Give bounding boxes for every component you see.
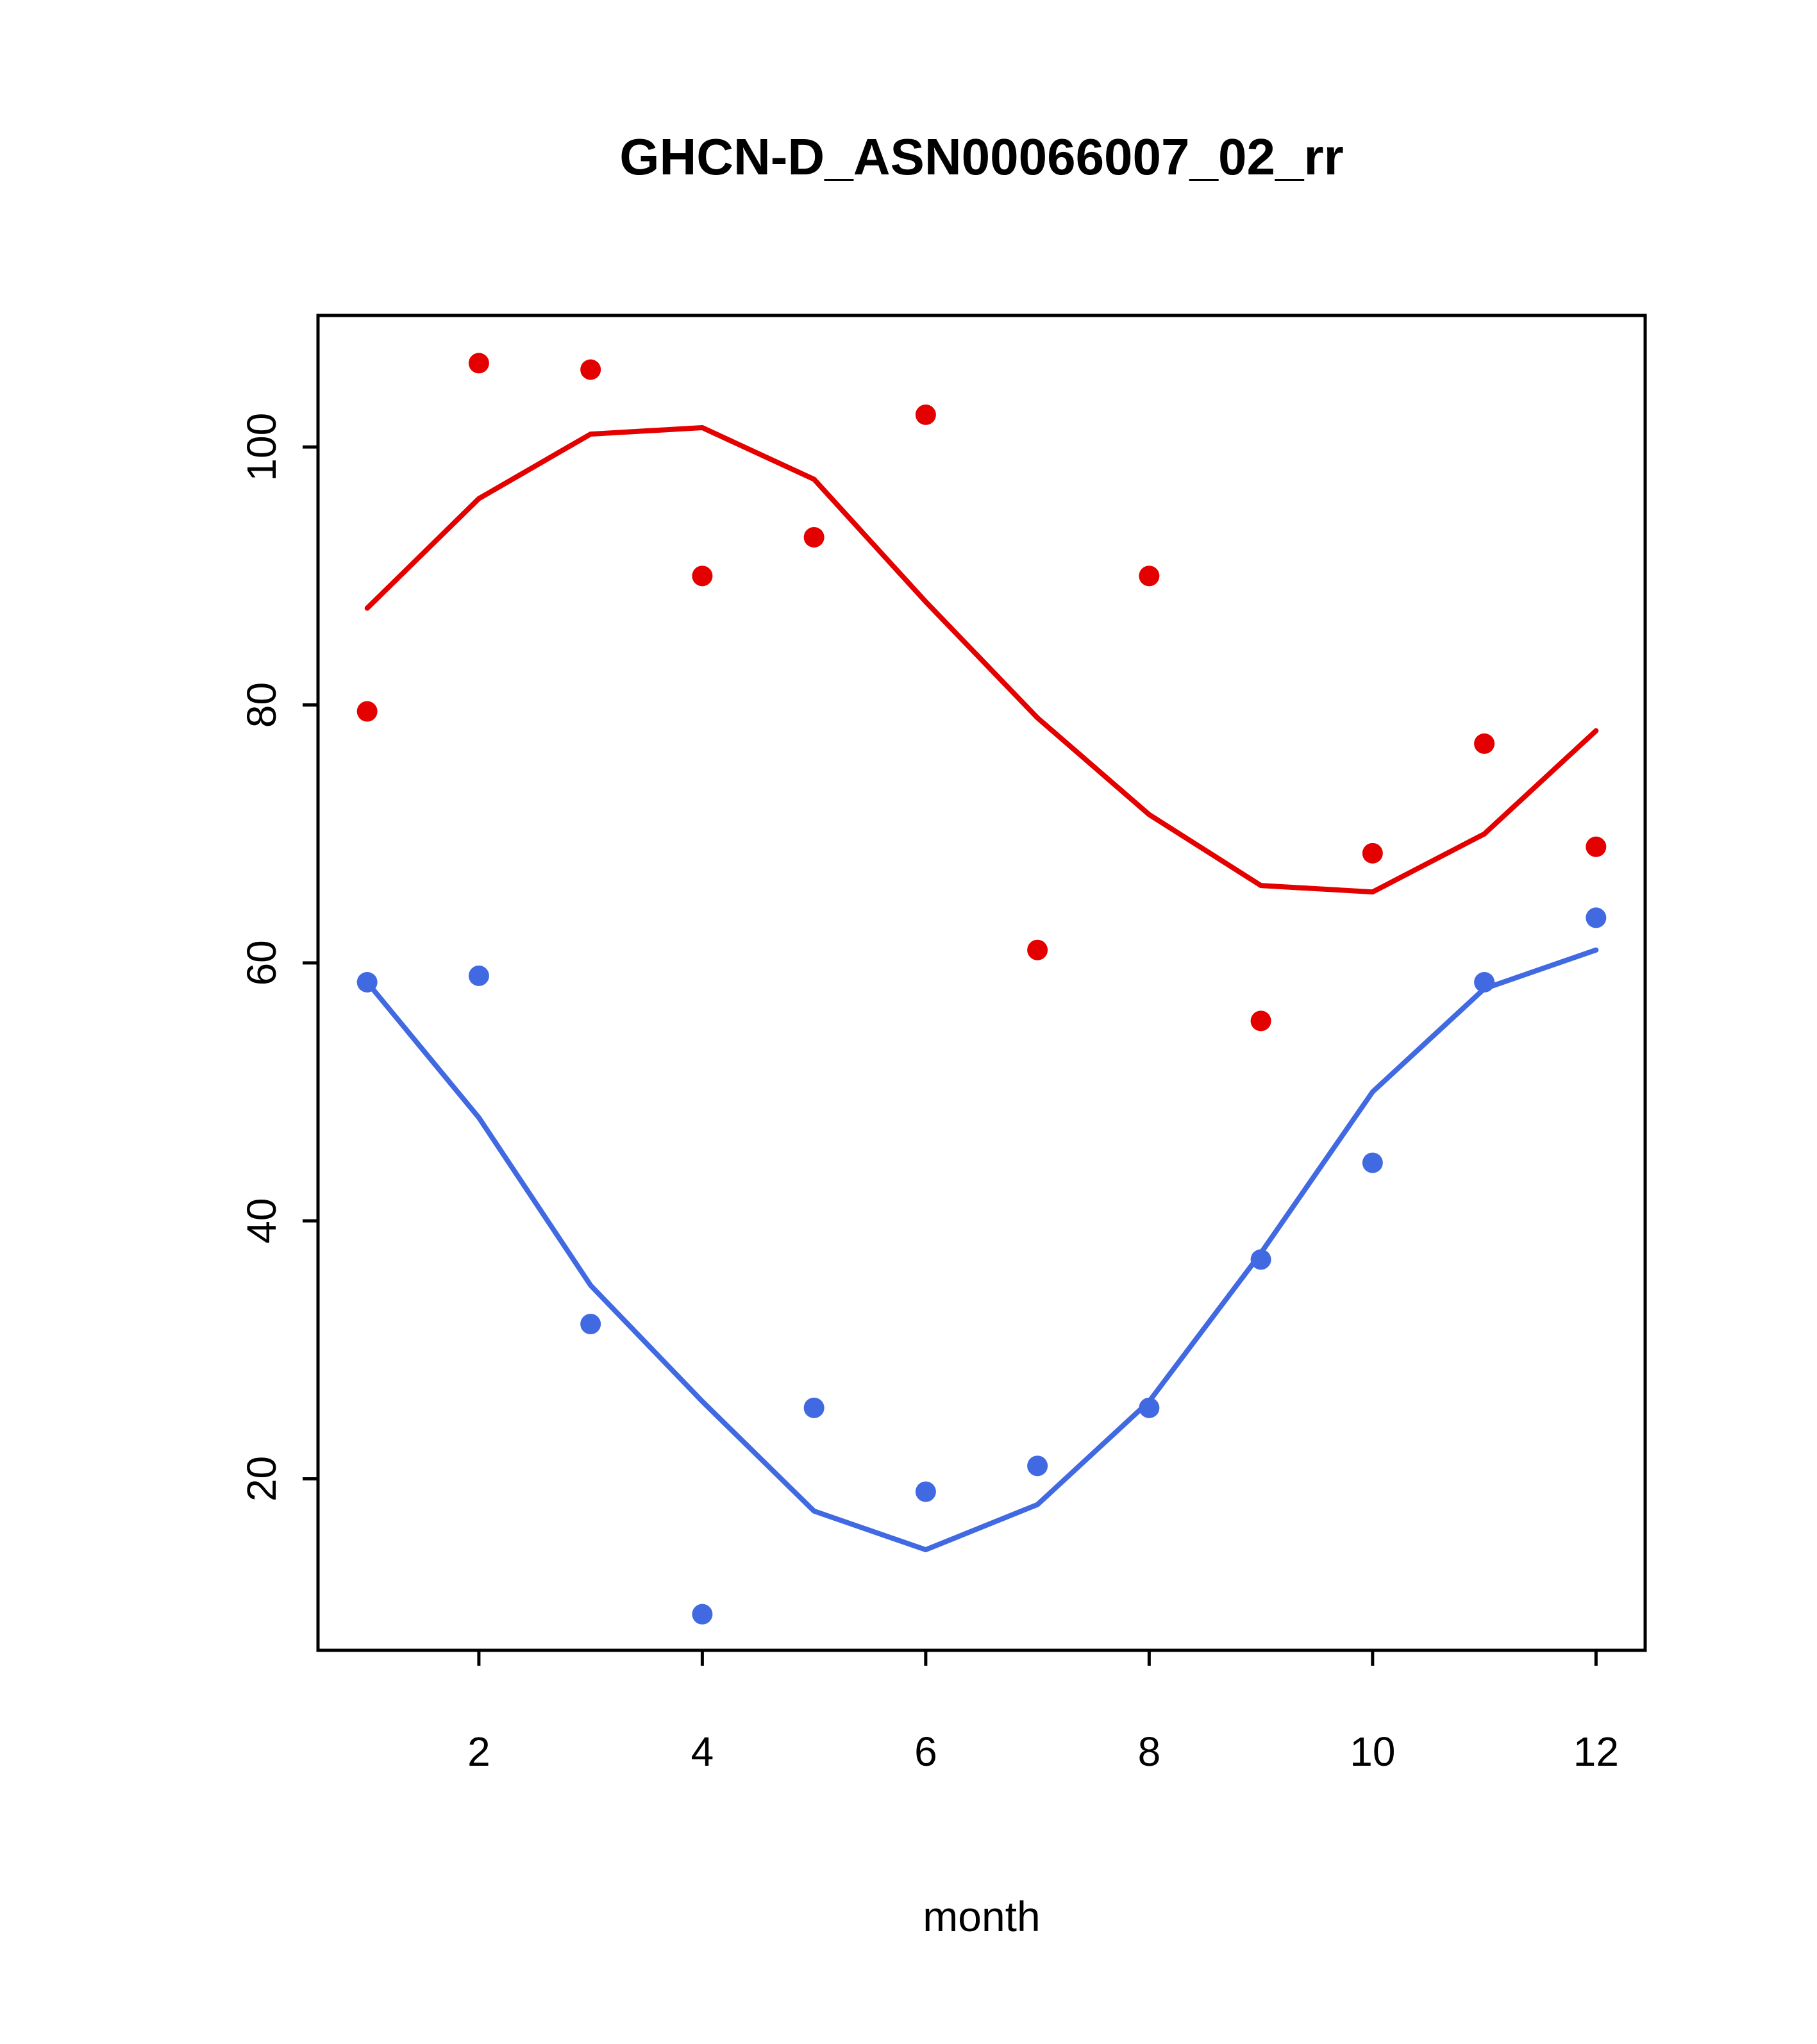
- x-tick-label: 2: [467, 1729, 490, 1775]
- upper-points-marker: [915, 404, 936, 425]
- lower-points-marker: [692, 1604, 713, 1625]
- upper-points-marker: [803, 526, 825, 548]
- lower-points-marker: [1586, 907, 1607, 928]
- x-axis-label: month: [923, 1893, 1040, 1940]
- lower-points-marker: [1362, 1152, 1383, 1173]
- upper-points-marker: [356, 701, 378, 722]
- plot-border: [316, 314, 1647, 1652]
- upper-points-marker: [1250, 1010, 1271, 1032]
- upper-points-marker: [468, 353, 489, 374]
- lower-points-marker: [1250, 1249, 1271, 1270]
- lower-points-marker: [803, 1397, 825, 1418]
- x-tick-label: 4: [691, 1729, 714, 1775]
- x-tick-label: 10: [1350, 1729, 1395, 1775]
- upper-smooth-line: [364, 425, 1599, 895]
- lower-points-marker: [468, 965, 489, 986]
- upper-points-marker: [580, 359, 601, 380]
- plot-area: 2 4 6 8 10 12 20 40 60 80 100: [239, 314, 1647, 1775]
- upper-points-marker: [1027, 939, 1048, 960]
- upper-points-marker: [1474, 733, 1495, 754]
- lower-smooth-line: [364, 947, 1599, 1553]
- lower-points-marker: [1027, 1455, 1048, 1477]
- lower-points-marker: [915, 1481, 936, 1502]
- x-tick-label: 12: [1573, 1729, 1619, 1775]
- upper-points-marker: [1362, 842, 1383, 864]
- y-tick-label: 80: [239, 682, 285, 728]
- y-tick-label: 100: [239, 413, 285, 482]
- chart-title: GHCN-D_ASN00066007_02_rr: [619, 128, 1344, 185]
- lower-points-marker: [580, 1314, 601, 1335]
- y-tick-label: 20: [239, 1456, 285, 1502]
- x-tick-label: 6: [914, 1729, 937, 1775]
- y-tick-label: 60: [239, 940, 285, 985]
- x-tick-label: 8: [1138, 1729, 1161, 1775]
- upper-points-marker: [1139, 565, 1160, 587]
- y-tick-label: 40: [239, 1198, 285, 1244]
- upper-points-marker: [1586, 836, 1607, 857]
- upper-points-marker: [692, 565, 713, 587]
